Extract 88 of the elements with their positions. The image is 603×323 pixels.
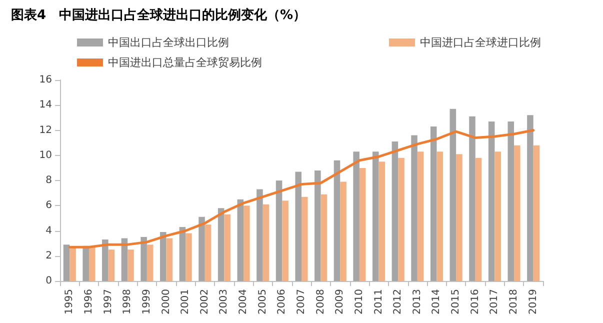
y-tick-label: 2 bbox=[46, 250, 52, 262]
x-tick-label: 2013 bbox=[412, 289, 423, 314]
bar bbox=[302, 196, 308, 281]
bar bbox=[392, 142, 398, 281]
bar bbox=[146, 244, 154, 281]
bar bbox=[108, 250, 115, 281]
y-tick-label: 6 bbox=[46, 200, 52, 212]
x-tick-label: 2017 bbox=[489, 289, 500, 314]
x-tick-label: 2001 bbox=[180, 289, 192, 314]
x-tick-label: 2002 bbox=[199, 289, 210, 314]
bar bbox=[320, 194, 328, 281]
bar bbox=[494, 152, 501, 281]
bar bbox=[411, 135, 418, 281]
bar bbox=[70, 247, 76, 281]
x-tick-label: 1999 bbox=[141, 289, 152, 314]
x-tick-label: 2019 bbox=[528, 289, 539, 314]
x-tick-label: 2007 bbox=[296, 289, 307, 314]
line-series bbox=[68, 129, 535, 248]
x-tick-label: 1995 bbox=[64, 289, 76, 314]
bar bbox=[508, 121, 514, 281]
y-tick-label: 8 bbox=[46, 175, 52, 186]
bar bbox=[244, 206, 250, 281]
x-tick-label: 2014 bbox=[431, 289, 442, 314]
x-tick-label: 2000 bbox=[160, 289, 172, 314]
bar bbox=[456, 154, 462, 281]
x-tick-label: 2009 bbox=[334, 289, 346, 314]
x-tick-label: 1998 bbox=[122, 289, 134, 314]
x-tick-label: 2004 bbox=[238, 289, 250, 314]
bar bbox=[436, 152, 444, 281]
x-tick-label: 2003 bbox=[218, 289, 230, 314]
legend-label: 中国进口占全球进口比例 bbox=[420, 36, 541, 49]
bar bbox=[475, 158, 482, 281]
bar bbox=[514, 145, 520, 281]
bar bbox=[198, 216, 205, 281]
bar bbox=[282, 200, 288, 281]
bar bbox=[430, 126, 437, 281]
x-tick-label: 1997 bbox=[102, 289, 114, 314]
x-tick-label: 2005 bbox=[257, 289, 268, 314]
legend-label: 中国出口占全球出口比例 bbox=[108, 36, 229, 49]
bar bbox=[224, 214, 230, 281]
x-tick-label: 1996 bbox=[83, 289, 94, 314]
bar bbox=[359, 168, 366, 281]
bar bbox=[218, 208, 224, 281]
x-tick-label: 2011 bbox=[373, 289, 384, 314]
bar bbox=[262, 204, 270, 281]
bar bbox=[186, 233, 192, 281]
bar bbox=[63, 244, 70, 281]
bar bbox=[166, 238, 173, 281]
bar bbox=[295, 172, 302, 281]
x-tick-label: 2008 bbox=[315, 289, 326, 314]
y-tick-label: 14 bbox=[39, 100, 52, 111]
bar bbox=[314, 170, 321, 281]
bar bbox=[372, 152, 379, 281]
bar bbox=[340, 182, 346, 281]
legend-label: 中国进出口总量占全球贸易比例 bbox=[108, 56, 262, 69]
x-tick-label: 2012 bbox=[392, 289, 404, 314]
x-tick-label: 2006 bbox=[276, 289, 288, 314]
bar bbox=[417, 152, 424, 281]
bar bbox=[140, 237, 147, 281]
bar bbox=[533, 145, 540, 281]
y-tick-label: 0 bbox=[46, 276, 52, 286]
bar bbox=[398, 158, 404, 281]
bar bbox=[378, 162, 386, 281]
bar bbox=[204, 224, 212, 281]
bar bbox=[353, 152, 360, 281]
y-tick-label: 4 bbox=[46, 225, 52, 236]
bar bbox=[179, 226, 186, 281]
y-tick-label: 10 bbox=[39, 150, 52, 161]
bar bbox=[488, 121, 495, 281]
x-tick-label: 2016 bbox=[470, 289, 481, 314]
bar bbox=[469, 116, 476, 281]
bar bbox=[128, 250, 134, 281]
bar bbox=[160, 232, 166, 281]
bar bbox=[102, 240, 108, 281]
chart-title: 图表4 中国进出口占全球进出口的比例变化（%） bbox=[11, 7, 306, 23]
bar bbox=[334, 160, 340, 281]
bar bbox=[276, 180, 282, 281]
bar bbox=[82, 246, 89, 281]
x-tick-label: 2010 bbox=[354, 289, 365, 314]
bar bbox=[527, 115, 534, 281]
bar bbox=[237, 199, 244, 281]
y-tick-label: 12 bbox=[39, 124, 52, 136]
bar bbox=[256, 189, 263, 281]
x-tick-label: 2015 bbox=[450, 289, 462, 314]
y-tick-label: 16 bbox=[39, 74, 52, 86]
x-tick-label: 2018 bbox=[508, 289, 520, 314]
bar bbox=[450, 108, 456, 281]
bar bbox=[88, 247, 96, 281]
